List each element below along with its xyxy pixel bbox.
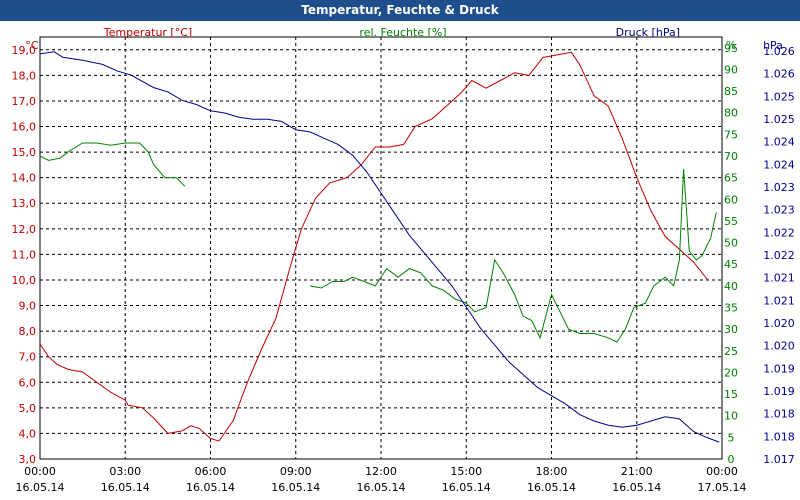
pressure-axis-label: Druck [hPa]: [616, 26, 680, 39]
series-group: [39, 51, 720, 443]
temperature-tick-label: 13,0: [12, 197, 37, 210]
humidity-tick-label: 60: [724, 193, 738, 206]
humidity-tick-label: 10: [724, 410, 738, 423]
pressure-tick-label: 1.020: [763, 317, 795, 330]
humidity-series-line: [309, 168, 717, 343]
date-tick-label: 16.05.14: [101, 481, 150, 494]
pressure-tick-label: 1.019: [763, 385, 795, 398]
temperature-tick-label: 9,0: [19, 300, 37, 313]
temperature-tick-label: 19,0: [12, 44, 37, 57]
temperature-tick-label: 5,0: [19, 402, 37, 415]
pressure-tick-label: 1.023: [763, 204, 795, 217]
temperature-tick-label: 4,0: [19, 427, 37, 440]
date-tick-label: 16.05.14: [442, 481, 491, 494]
date-tick-label: 16.05.14: [612, 481, 661, 494]
humidity-tick-label: 55: [724, 215, 738, 228]
humidity-tick-label: 45: [724, 258, 738, 271]
humidity-tick-label: 90: [724, 63, 738, 76]
time-tick-label: 15:00: [450, 465, 482, 478]
chart-canvas: 19,0 18,0 17,0 16,0 15,0 14,0 13,0 12,0 11,0 10,0…: [12, 26, 795, 494]
pressure-tick-label: 1.018: [763, 430, 795, 443]
time-tick-label: 12:00: [365, 465, 397, 478]
time-tick-label: 00:00: [706, 465, 738, 478]
humidity-tick-label: 40: [724, 280, 738, 293]
chart-title: Temperatur, Feuchte & Druck: [0, 0, 800, 21]
pressure-series-line: [39, 51, 720, 443]
pressure-tick-label: 1.019: [763, 362, 795, 375]
humidity-tick-label: 75: [724, 128, 738, 141]
time-tick-label: 00:00: [24, 465, 56, 478]
temperature-series-line: [39, 51, 709, 442]
pressure-tick-label: 1.021: [763, 294, 795, 307]
pressure-axis: 1.026 1.026 1.025 1.025 1.024 1.024 1.023 1.023…: [763, 45, 795, 466]
humidity-tick-label: 65: [724, 172, 738, 185]
humidity-tick-label: 95: [724, 42, 738, 55]
pressure-unit: hPa: [763, 39, 783, 52]
pressure-tick-label: 1.024: [763, 136, 795, 149]
temperature-tick-label: 11,0: [12, 248, 37, 261]
humidity-tick-label: 20: [724, 366, 738, 379]
pressure-tick-label: 1.026: [763, 68, 795, 81]
humidity-tick-label: 85: [724, 85, 738, 98]
date-tick-label: 16.05.14: [527, 481, 576, 494]
time-tick-label: 06:00: [195, 465, 227, 478]
humidity-tick-label: 0: [728, 453, 735, 466]
humidity-tick-label: 30: [724, 323, 738, 336]
pressure-tick-label: 1.022: [763, 249, 795, 262]
humidity-tick-label: 50: [724, 237, 738, 250]
time-tick-label: 09:00: [280, 465, 312, 478]
pressure-tick-label: 1.018: [763, 408, 795, 421]
temperature-tick-label: 8,0: [19, 325, 37, 338]
pressure-tick-label: 1.021: [763, 272, 795, 285]
temperature-unit: °C: [25, 39, 39, 52]
grid: [39, 37, 723, 460]
temperature-tick-label: 12,0: [12, 223, 37, 236]
pressure-tick-label: 1.023: [763, 181, 795, 194]
temperature-tick-label: 18,0: [12, 69, 37, 82]
temperature-tick-label: 14,0: [12, 172, 37, 185]
temperature-axis-label: Temperatur [°C]: [103, 26, 192, 39]
temperature-tick-label: 17,0: [12, 95, 37, 108]
humidity-tick-label: 15: [724, 388, 738, 401]
humidity-unit: %: [726, 39, 736, 52]
date-tick-label: 17.05.14: [698, 481, 747, 494]
pressure-tick-label: 1.025: [763, 90, 795, 103]
temperature-axis: 19,0 18,0 17,0 16,0 15,0 14,0 13,0 12,0 11,0 10,0…: [12, 44, 37, 466]
time-tick-label: 18:00: [536, 465, 568, 478]
plot-frame: [39, 36, 723, 460]
time-tick-label: 03:00: [109, 465, 141, 478]
time-axis: 00:00 16.05.14 03:00 16.05.14 06:00 16.05.14 0…: [16, 465, 747, 494]
pressure-tick-label: 1.017: [763, 453, 795, 466]
pressure-tick-label: 1.025: [763, 113, 795, 126]
temperature-tick-label: 16,0: [12, 121, 37, 134]
temperature-tick-label: 10,0: [12, 274, 37, 287]
humidity-tick-label: 5: [728, 431, 735, 444]
humidity-tick-label: 25: [724, 345, 738, 358]
temperature-tick-label: 15,0: [12, 146, 37, 159]
date-tick-label: 16.05.14: [16, 481, 65, 494]
humidity-series-line: [39, 142, 186, 187]
time-tick-label: 21:00: [621, 465, 653, 478]
pressure-tick-label: 1.024: [763, 158, 795, 171]
date-tick-label: 16.05.14: [186, 481, 235, 494]
pressure-tick-label: 1.020: [763, 340, 795, 353]
date-tick-label: 16.05.14: [271, 481, 320, 494]
humidity-tick-label: 70: [724, 150, 738, 163]
pressure-tick-label: 1.026: [763, 45, 795, 58]
temperature-tick-label: 6,0: [19, 376, 37, 389]
temperature-tick-label: 3,0: [19, 453, 37, 466]
humidity-tick-label: 35: [724, 302, 738, 315]
humidity-tick-label: 80: [724, 107, 738, 120]
date-tick-label: 16.05.14: [357, 481, 406, 494]
plot-border: [39, 36, 723, 460]
humidity-axis-label: rel. Feuchte [%]: [359, 26, 446, 39]
temperature-tick-label: 7,0: [19, 351, 37, 364]
pressure-tick-label: 1.022: [763, 226, 795, 239]
